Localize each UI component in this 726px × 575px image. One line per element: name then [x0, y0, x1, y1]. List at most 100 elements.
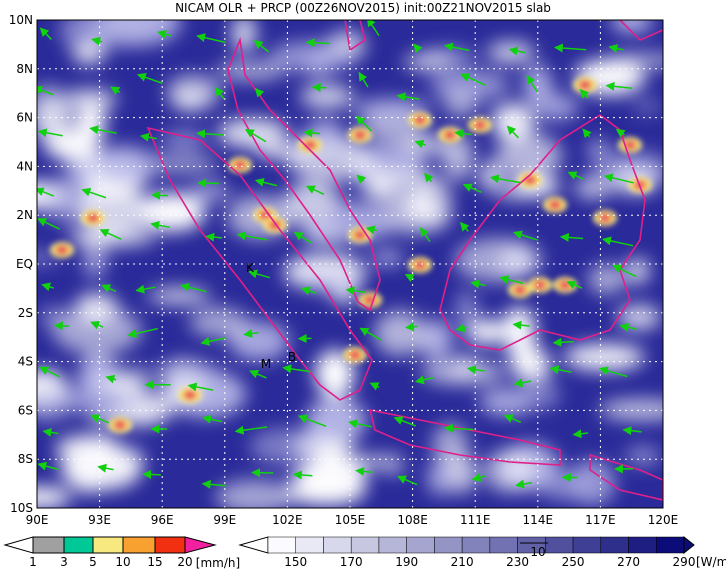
lat-label: 8N	[16, 62, 33, 76]
wind-arrow	[153, 195, 168, 196]
precip-cell	[552, 202, 558, 208]
legend-swatch	[240, 537, 268, 553]
cloud	[496, 134, 562, 179]
cloud	[155, 359, 219, 385]
lat-label: 2S	[18, 306, 33, 320]
legend-swatch	[629, 537, 657, 553]
cloud	[189, 308, 247, 338]
cloud	[34, 100, 73, 147]
lat-label: 4N	[16, 159, 33, 173]
precip-cell	[517, 287, 523, 293]
legend-swatch	[351, 537, 379, 553]
legend-label: 290	[673, 555, 696, 569]
legend-swatch	[5, 537, 33, 553]
precip-cell	[90, 215, 96, 221]
cloud	[626, 258, 648, 284]
lat-label: 8S	[18, 452, 33, 466]
cloud	[85, 5, 157, 48]
place-label: M	[261, 357, 271, 371]
legend-swatch	[268, 537, 296, 553]
cloud	[599, 400, 684, 420]
lat-label: 4S	[18, 355, 33, 369]
precip-cell	[352, 352, 358, 358]
legend-label: 10	[115, 555, 130, 569]
legend-swatch	[185, 537, 215, 553]
cloud	[539, 470, 587, 500]
title: NICAM OLR + PRCP (00Z26NOV2015) init:00Z…	[175, 1, 551, 15]
cloud	[292, 466, 358, 481]
wind-arrow	[313, 87, 326, 88]
lat-label: 6N	[16, 111, 33, 125]
cloud	[625, 447, 661, 465]
lon-label: 108E	[397, 513, 428, 527]
legend-swatch	[407, 537, 435, 553]
lon-label: 90E	[26, 513, 49, 527]
legend-swatch	[573, 537, 601, 553]
lat-label: 6S	[18, 403, 33, 417]
lon-label: 102E	[272, 513, 303, 527]
cloud	[40, 307, 70, 328]
lat-label: 2N	[16, 208, 33, 222]
legend-label: 250	[562, 555, 585, 569]
precip-cell	[357, 232, 363, 238]
legend-swatch	[601, 537, 629, 553]
cloud	[487, 41, 535, 63]
place-label: B	[288, 350, 296, 364]
cloud	[298, 274, 365, 289]
legend-swatch	[64, 537, 93, 553]
precip-cell	[357, 132, 363, 138]
legend-swatch	[155, 537, 185, 553]
precip-cell	[602, 215, 608, 221]
precip-cell	[187, 392, 193, 398]
lon-label: 111E	[460, 513, 491, 527]
lon-label: 120E	[648, 513, 679, 527]
precip-cell	[477, 122, 483, 128]
legend-label: 210	[451, 555, 474, 569]
cloud	[524, 379, 560, 409]
precip-cell	[417, 262, 423, 268]
precip-cell	[117, 422, 123, 428]
legend-swatch	[490, 537, 518, 553]
cloud	[92, 146, 157, 184]
lon-label: 114E	[523, 513, 554, 527]
legend-label: 170	[340, 555, 363, 569]
legend-label: 190	[395, 555, 418, 569]
precip-cell	[627, 142, 633, 148]
legend-swatch	[123, 537, 155, 553]
lon-label: 96E	[151, 513, 174, 527]
precip-cell	[59, 247, 65, 253]
cloud	[427, 461, 453, 496]
cloud	[524, 64, 552, 106]
legend-swatch	[656, 537, 684, 553]
vector-ref-label: 10	[530, 545, 545, 559]
wind-arrow	[55, 326, 69, 327]
legend-swatch	[33, 537, 64, 553]
wind-arrow	[199, 183, 219, 184]
precip-cell	[447, 132, 453, 138]
cloud	[84, 245, 106, 277]
cloud	[611, 9, 653, 32]
lon-label: 117E	[585, 513, 616, 527]
cloud	[564, 344, 645, 371]
precip-cell	[527, 177, 533, 183]
legend-swatch	[93, 537, 123, 553]
legend-label: 150	[284, 555, 307, 569]
cloud	[300, 85, 354, 108]
cloud	[483, 450, 534, 493]
legend-label: 230	[506, 555, 529, 569]
place-label: K	[246, 261, 255, 275]
legend-unit: [mm/h]	[196, 556, 240, 570]
wind-arrow	[144, 474, 161, 475]
cloud	[374, 311, 424, 356]
legend-swatch	[323, 537, 351, 553]
lon-label: 105E	[335, 513, 366, 527]
legend-label: 3	[60, 555, 68, 569]
cloud	[167, 75, 220, 111]
cloud	[250, 428, 321, 465]
cloud	[72, 42, 105, 65]
precip-cell	[237, 162, 243, 168]
cloud	[360, 170, 440, 203]
legend-label: 20	[177, 555, 192, 569]
